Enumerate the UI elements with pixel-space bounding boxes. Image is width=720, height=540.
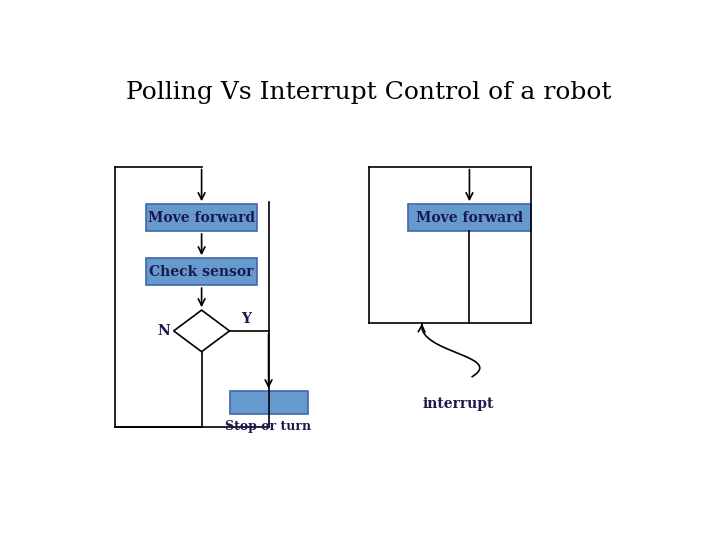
Polygon shape <box>174 310 230 352</box>
FancyBboxPatch shape <box>145 258 258 285</box>
Text: N: N <box>157 324 170 338</box>
Text: Stop or turn: Stop or turn <box>225 420 312 433</box>
Text: Move forward: Move forward <box>148 211 255 225</box>
Text: Polling Vs Interrupt Control of a robot: Polling Vs Interrupt Control of a robot <box>126 82 612 104</box>
FancyBboxPatch shape <box>145 204 258 231</box>
FancyBboxPatch shape <box>230 391 307 414</box>
Text: Check sensor: Check sensor <box>150 265 253 279</box>
Text: interrupt: interrupt <box>423 397 494 411</box>
Text: Y: Y <box>240 312 251 326</box>
FancyBboxPatch shape <box>408 204 531 231</box>
Text: Move forward: Move forward <box>416 211 523 225</box>
